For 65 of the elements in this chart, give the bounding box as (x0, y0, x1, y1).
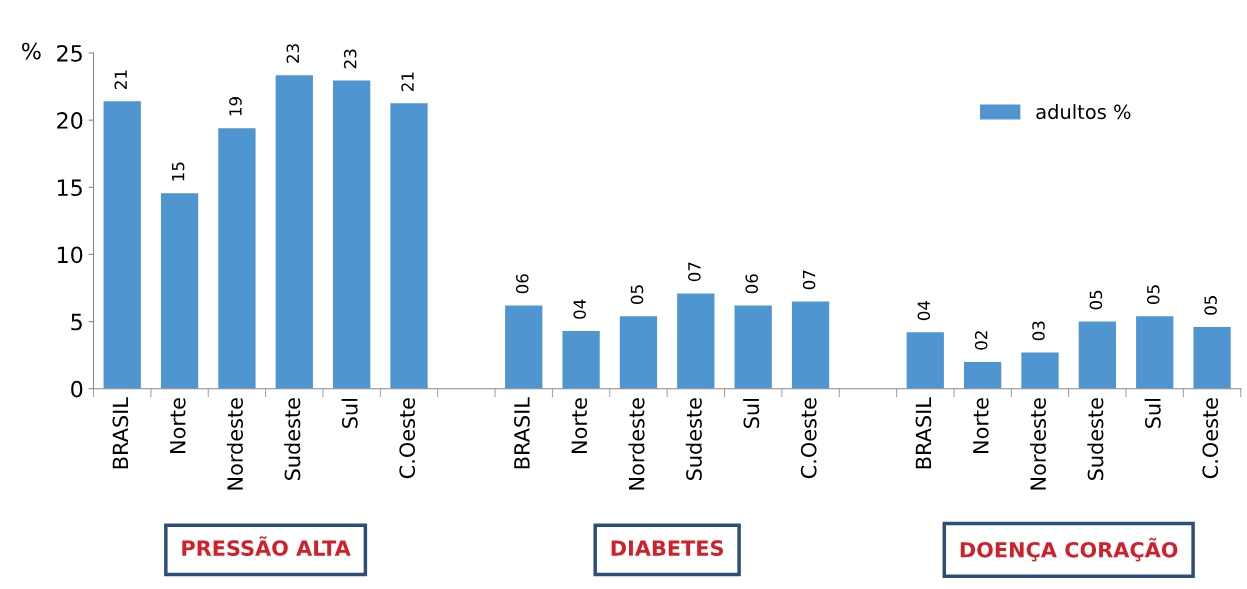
x-tick-label: Nordeste (628, 398, 645, 490)
data-label: 03 (1032, 321, 1045, 341)
bar (390, 103, 428, 389)
data-label: 05 (1146, 285, 1160, 305)
data-label: 06 (515, 274, 529, 294)
data-label: 06 (745, 274, 759, 294)
bar (1136, 316, 1174, 389)
x-tick-label: Sudeste (685, 398, 702, 481)
x-tick-label: BRASIL (514, 397, 530, 469)
bar (333, 80, 371, 389)
bar (103, 101, 141, 389)
data-label: 05 (1089, 290, 1103, 310)
x-tick-label: BRASIL (112, 397, 129, 469)
y-tick-label: 0 (71, 380, 83, 398)
bar (1193, 326, 1231, 389)
data-label: 05 (630, 285, 644, 305)
bar (677, 293, 715, 389)
legend-label: adultos % (1036, 104, 1131, 120)
x-tick-label: Norte (571, 398, 588, 453)
y-tick-label: 25 (57, 44, 82, 62)
bar (734, 305, 772, 389)
bar (160, 193, 199, 389)
x-tick-label: Sul (341, 399, 358, 428)
data-label: 21 (401, 72, 414, 92)
data-label: 19 (229, 97, 242, 116)
bar (562, 330, 600, 389)
x-tick-label: Nordeste (1029, 398, 1047, 490)
data-label: 07 (688, 262, 701, 282)
x-tick-label: Sul (1144, 399, 1161, 428)
data-label: 23 (343, 49, 357, 69)
y-tick-label: 5 (71, 313, 82, 331)
bar (1021, 352, 1059, 389)
data-label: 15 (172, 162, 185, 181)
bar (906, 332, 944, 389)
y-tick-label: 15 (57, 179, 82, 197)
y-axis-title: % (22, 42, 41, 60)
text: PRESSÃO ALTA (182, 536, 351, 556)
x-tick-label: C.Oeste (399, 398, 416, 479)
data-label: 05 (1204, 296, 1217, 315)
data-label: 23 (286, 44, 300, 63)
data-label: 04 (573, 299, 586, 319)
text: DOENÇA CORAÇÃO (960, 537, 1178, 562)
x-tick-label: Sudeste (1087, 398, 1104, 481)
bar (218, 128, 256, 389)
bar (619, 316, 658, 389)
y-tick-label: 20 (57, 112, 83, 129)
data-label: 04 (917, 300, 931, 321)
x-tick-label: Norte (170, 398, 186, 453)
bar (505, 305, 543, 389)
data-label: 21 (114, 70, 127, 90)
x-tick-label: Sudeste (284, 398, 301, 481)
bar (275, 75, 313, 389)
text: DIABETES (611, 540, 723, 556)
bar (1078, 321, 1116, 389)
x-tick-label: Nordeste (226, 398, 243, 490)
x-tick-label: C.Oeste (800, 398, 817, 479)
bar (791, 301, 830, 389)
x-tick-label: Norte (973, 398, 989, 453)
y-tick-label: 10 (57, 246, 83, 264)
x-tick-label: BRASIL (915, 397, 932, 469)
bar (963, 361, 1002, 389)
x-tick-label: Sul (743, 399, 760, 428)
data-label: 02 (974, 331, 988, 350)
x-tick-label: C.Oeste (1202, 398, 1219, 479)
data-label: 07 (802, 270, 816, 290)
